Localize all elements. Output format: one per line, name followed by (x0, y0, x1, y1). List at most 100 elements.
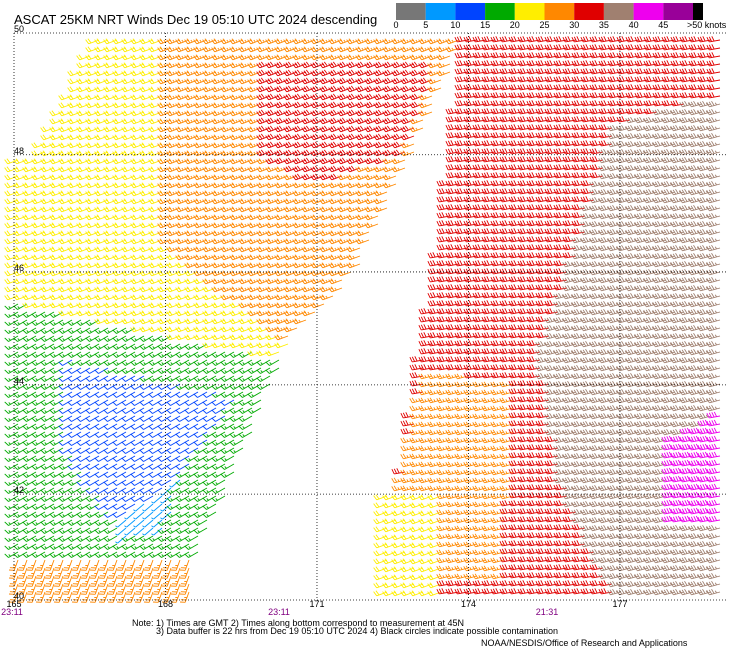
wind-barb (265, 326, 280, 333)
wind-barb (454, 565, 469, 572)
wind-barb (175, 118, 190, 125)
wind-barb (616, 428, 631, 436)
wind-barb (229, 54, 244, 61)
wind-barb (62, 559, 73, 571)
wind-barb (76, 118, 91, 125)
wind-barb (499, 220, 514, 227)
wind-barb (625, 476, 640, 484)
wind-barb (436, 62, 451, 69)
wind-barb (22, 311, 37, 318)
wind-barb (679, 140, 694, 148)
wind-barb (265, 190, 280, 197)
wind-barb (80, 567, 91, 579)
wind-barb (697, 364, 712, 372)
wind-barb (490, 453, 505, 460)
wind-barb (4, 375, 19, 382)
wind-barb (301, 182, 316, 189)
wind-barb (310, 214, 325, 221)
wind-barb (193, 391, 208, 398)
wind-barb (445, 116, 460, 123)
wind-barb (517, 164, 532, 171)
wind-barb (436, 373, 451, 380)
wind-barb (292, 125, 307, 133)
wind-barb (184, 527, 199, 534)
wind-barb (85, 327, 100, 334)
wind-barb (607, 524, 622, 532)
wind-barb (76, 447, 91, 454)
wind-barb (427, 445, 442, 452)
wind-barb (562, 324, 577, 332)
wind-barb (193, 102, 208, 109)
wind-barb (4, 262, 19, 269)
wind-barb (679, 380, 694, 388)
wind-barb (202, 222, 217, 229)
wind-barb (481, 340, 496, 347)
wind-barb (481, 348, 496, 355)
wind-barb (499, 100, 514, 107)
wind-barb (175, 391, 190, 398)
wind-barb (562, 292, 577, 300)
wind-barb (179, 559, 190, 571)
wind-barb (49, 118, 64, 125)
wind-barb (31, 190, 46, 197)
wind-barb (670, 228, 685, 236)
note: 3) Data buffer is 22 hrs from Dec 19 05:… (156, 626, 558, 636)
wind-barb (481, 68, 496, 75)
wind-barb (85, 463, 100, 470)
wind-barb (40, 519, 55, 526)
wind-barb (139, 487, 154, 494)
wind-barb (589, 356, 604, 364)
wind-barb (265, 125, 280, 133)
wind-barb (670, 451, 685, 459)
wind-barb (139, 423, 154, 430)
wind-barb (31, 351, 46, 358)
wind-barb (49, 383, 64, 390)
wind-barb (418, 348, 433, 355)
wind-barb (436, 236, 451, 243)
wind-barb (143, 583, 154, 595)
wind-barb (238, 367, 253, 374)
wind-barb (634, 340, 649, 348)
wind-barb (454, 156, 469, 163)
wind-barb (661, 332, 676, 340)
wind-barb (40, 391, 55, 398)
wind-barb (598, 68, 613, 75)
wind-barb (481, 580, 496, 587)
wind-barb (571, 148, 586, 155)
wind-barb (652, 100, 667, 107)
wind-barb (229, 270, 244, 277)
wind-barb (679, 412, 694, 420)
wind-barb (634, 156, 649, 164)
wind-barb (409, 388, 424, 395)
wind-barb (499, 172, 514, 179)
wind-barb (139, 70, 154, 77)
wind-barb (436, 477, 451, 484)
wind-barb (337, 254, 352, 261)
wind-barb (40, 455, 55, 462)
wind-barb (544, 236, 559, 243)
wind-barb (571, 412, 586, 420)
wind-barb (166, 150, 181, 157)
wind-barb (634, 132, 649, 140)
wind-barb (49, 527, 64, 534)
wind-barb (202, 126, 217, 133)
wind-barb (85, 479, 100, 486)
wind-barb (247, 62, 262, 69)
wind-barb (490, 588, 505, 595)
wind-barb (544, 244, 559, 251)
wind-barb (40, 463, 55, 470)
wind-barb (409, 61, 424, 69)
wind-barb (634, 564, 649, 572)
wind-barb (409, 485, 424, 492)
wind-barb (670, 467, 685, 475)
wind-barb (157, 230, 172, 237)
wind-barb (256, 69, 271, 77)
wind-barb (103, 455, 118, 462)
wind-barb (166, 78, 181, 85)
wind-barb (598, 316, 613, 324)
wind-barb (22, 439, 37, 446)
wind-barb (40, 471, 55, 478)
wind-barb (661, 60, 676, 67)
wind-barb (31, 198, 46, 205)
wind-barb (670, 340, 685, 348)
